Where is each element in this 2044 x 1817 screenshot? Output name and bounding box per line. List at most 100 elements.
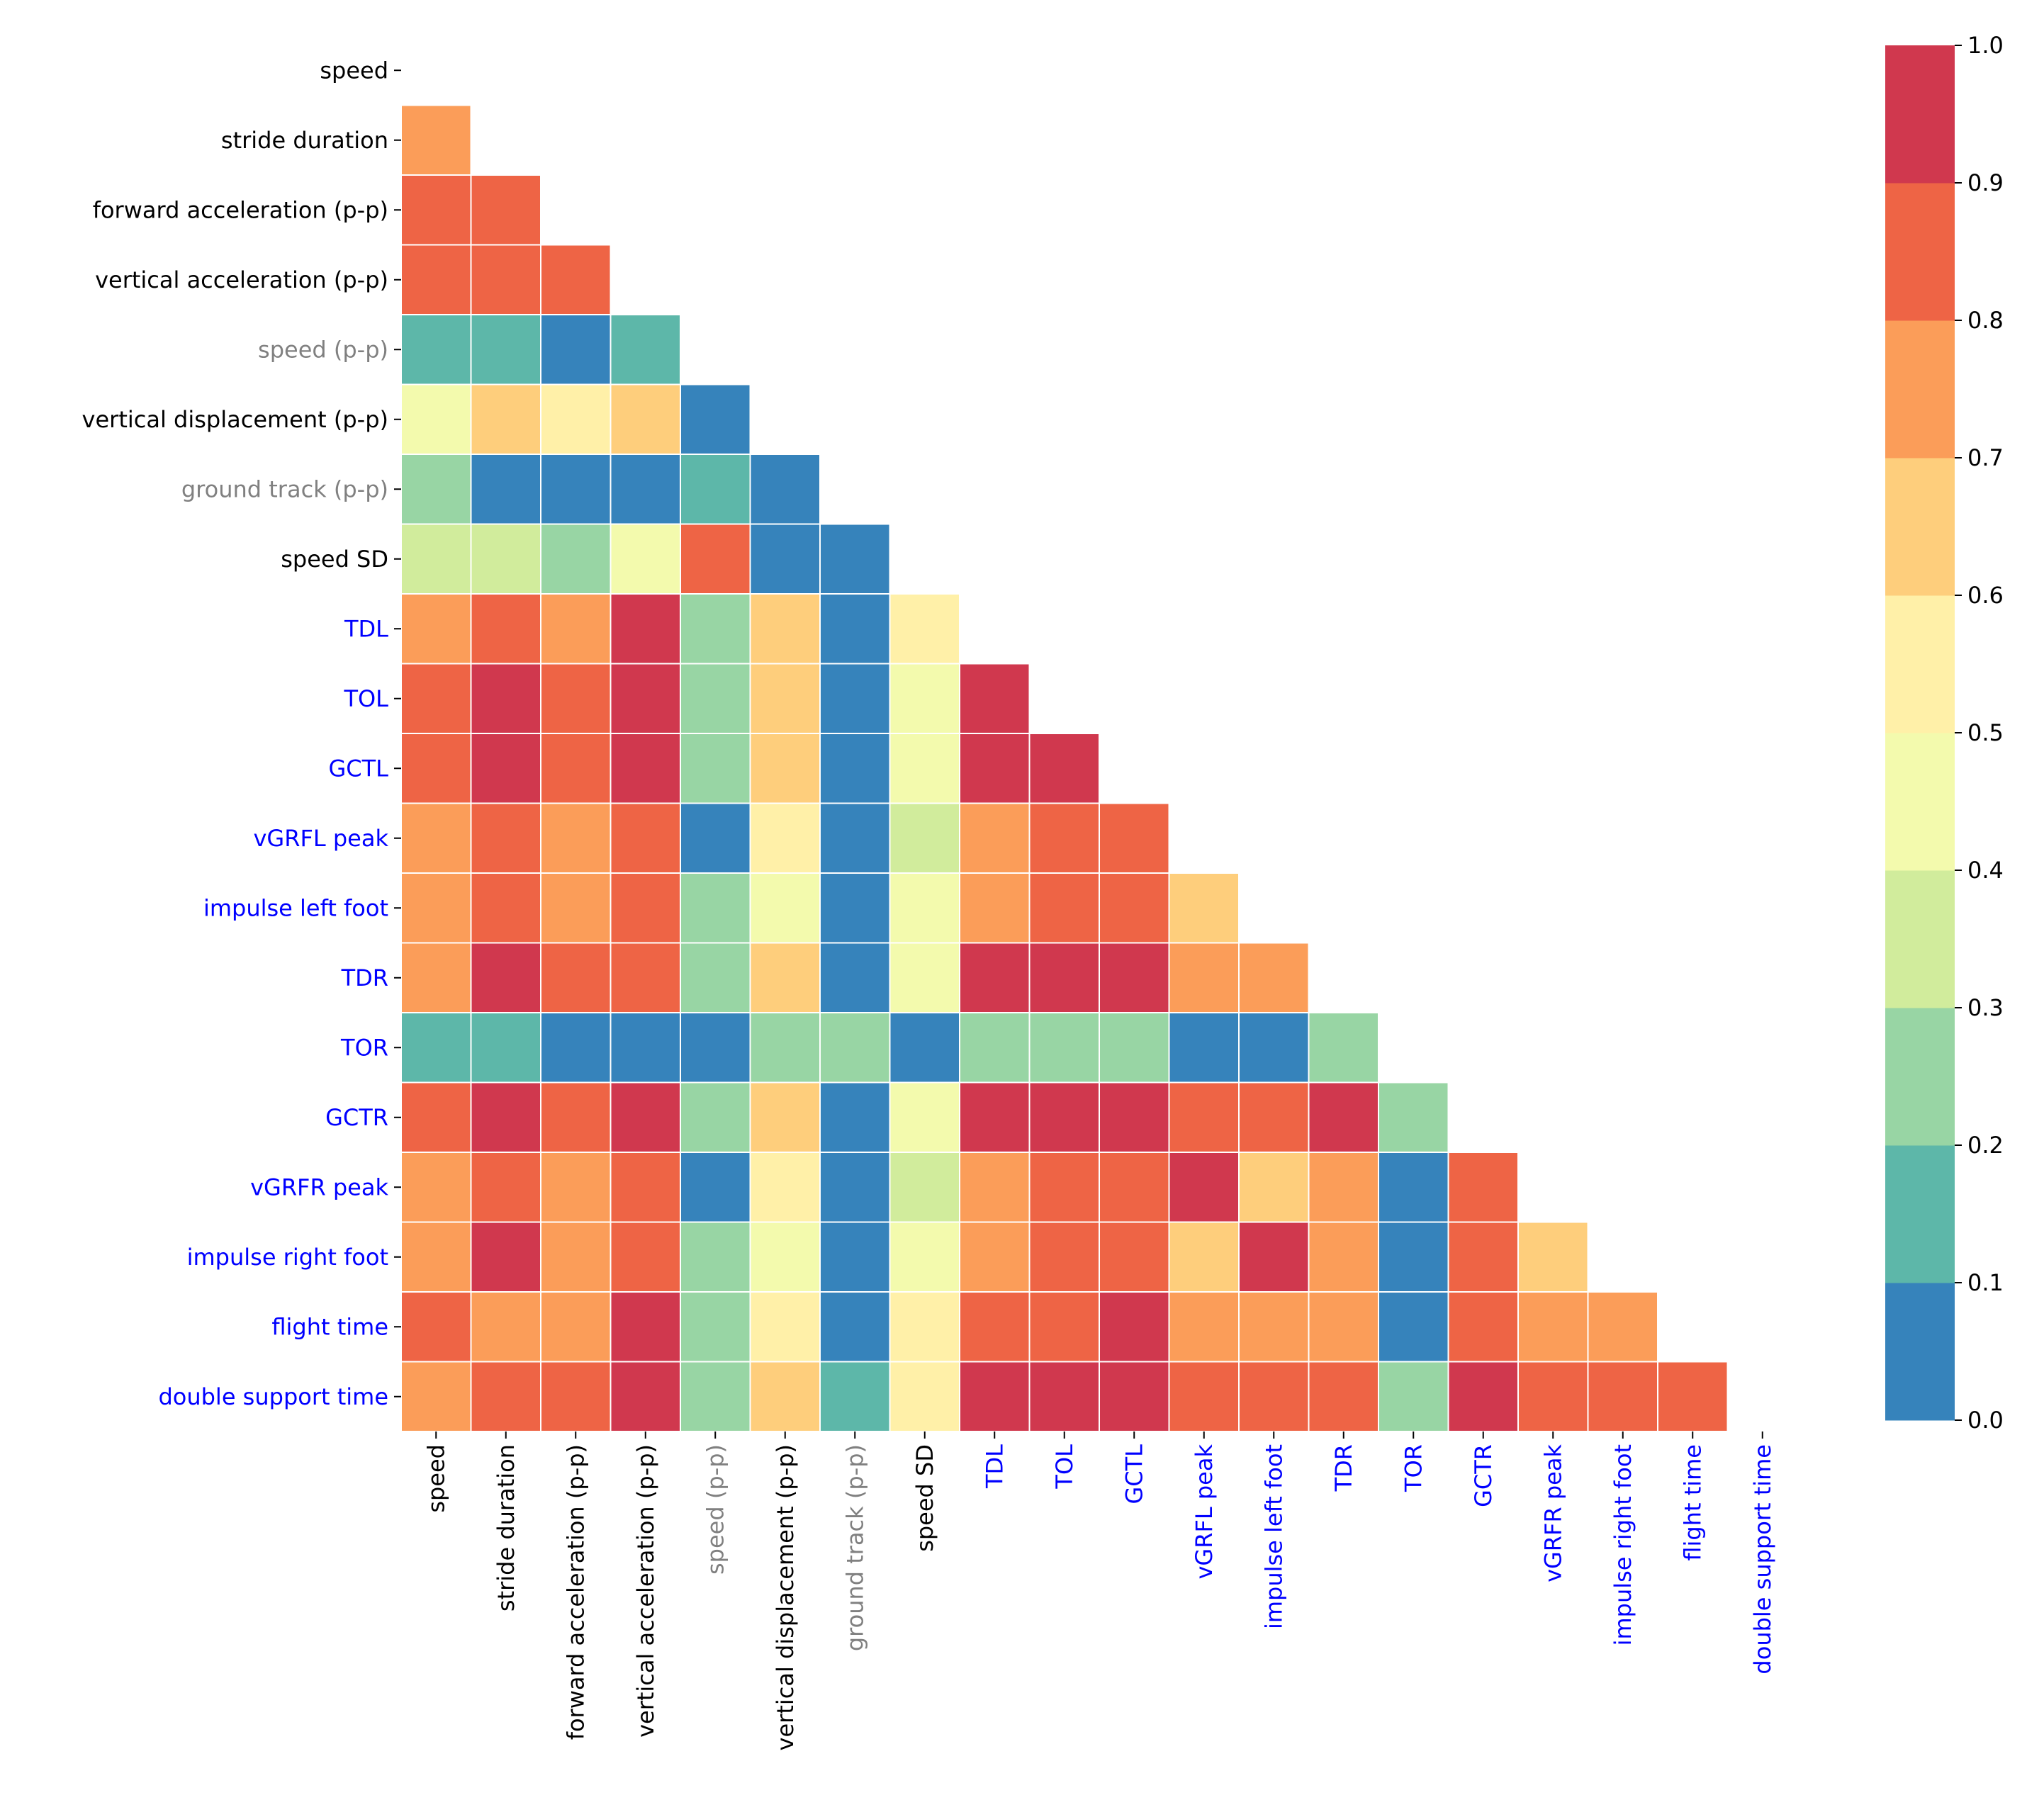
- heatmap-cell: [1028, 1012, 1100, 1084]
- heatmap-cell: [1099, 1081, 1170, 1153]
- heatmap-cell: [470, 1291, 541, 1363]
- heatmap-cell: [1028, 802, 1100, 874]
- colorbar-tick-label: 0.6: [1967, 582, 2004, 609]
- y-tick-label: vGRFL peak: [253, 825, 388, 852]
- heatmap-cell: [819, 523, 891, 595]
- colorbar-tick-label: 0.3: [1967, 994, 2004, 1021]
- heatmap-cell: [889, 593, 960, 665]
- heatmap-cell: [889, 1291, 960, 1363]
- heatmap-cell: [1238, 1012, 1310, 1084]
- y-axis-tick-labels: speed stride duration forward acceleration…: [82, 57, 401, 1410]
- heatmap-cell: [1308, 1221, 1379, 1293]
- heatmap-cell: [680, 593, 751, 665]
- heatmap-cell: [540, 314, 612, 386]
- x-tick-label: TDR: [1330, 1444, 1357, 1492]
- heatmap-cell: [1308, 1152, 1379, 1223]
- heatmap-cell: [400, 454, 472, 525]
- y-tick-label: vertical acceleration (p-p): [95, 266, 388, 293]
- heatmap-cell: [470, 383, 541, 455]
- heatmap-cell: [610, 733, 681, 804]
- heatmap-cell: [749, 663, 821, 734]
- x-tick-label: speed SD: [911, 1444, 938, 1552]
- heatmap-cell: [470, 523, 541, 595]
- heatmap-cell: [959, 1012, 1031, 1084]
- heatmap-cell: [1028, 733, 1100, 804]
- heatmap-cell: [400, 104, 472, 176]
- heatmap-cell: [470, 244, 541, 315]
- y-tick-label: ground track (p-p): [181, 476, 388, 502]
- heatmap-cell: [1099, 802, 1170, 874]
- heatmap-cell: [680, 733, 751, 804]
- heatmap-cell: [749, 1012, 821, 1084]
- heatmap-cell: [1657, 1361, 1729, 1432]
- colorbar-tick-label: 0.4: [1967, 857, 2004, 884]
- heatmap-cell: [1099, 1152, 1170, 1223]
- heatmap-cell: [400, 523, 472, 595]
- y-tick-label: GCTR: [325, 1104, 388, 1131]
- heatmap-cell: [400, 1361, 472, 1432]
- heatmap-cell: [889, 1361, 960, 1432]
- heatmap-cell: [959, 733, 1031, 804]
- heatmap-cell: [1099, 1361, 1170, 1432]
- heatmap-cell: [1238, 1221, 1310, 1293]
- heatmap-cell: [680, 942, 751, 1013]
- colorbar-tick-label: 0.8: [1967, 307, 2004, 334]
- heatmap-cell: [610, 1012, 681, 1084]
- colorbar-segment: [1885, 1283, 1955, 1421]
- heatmap-cell: [470, 314, 541, 386]
- heatmap-cell: [400, 314, 472, 386]
- x-tick-label: flight time: [1679, 1444, 1706, 1561]
- colorbar-segment: [1885, 870, 1955, 1008]
- heatmap-cell: [540, 383, 612, 455]
- heatmap-cell: [400, 383, 472, 455]
- heatmap-cell: [400, 1081, 472, 1153]
- heatmap-cell: [889, 733, 960, 804]
- heatmap-cell: [1028, 872, 1100, 944]
- heatmap-cell: [470, 593, 541, 665]
- heatmap-cell: [959, 663, 1031, 734]
- heatmap-cell: [1238, 1081, 1310, 1153]
- y-tick-label: speed (p-p): [258, 336, 388, 363]
- heatmap-cell: [749, 942, 821, 1013]
- heatmap-cell: [959, 872, 1031, 944]
- x-tick-label: TOL: [1051, 1444, 1078, 1490]
- heatmap-cell: [819, 1291, 891, 1363]
- y-tick-label: impulse left foot: [203, 894, 388, 921]
- heatmap-cell: [470, 454, 541, 525]
- heatmap-cell: [1168, 872, 1240, 944]
- colorbar-tick-label: 0.2: [1967, 1132, 2004, 1159]
- y-tick-label: flight time: [271, 1313, 388, 1340]
- y-tick-label: vGRFR peak: [250, 1174, 388, 1200]
- heatmap-cell: [819, 733, 891, 804]
- colorbar-tick-label: 0.9: [1967, 169, 2004, 196]
- heatmap-cell: [1308, 1291, 1379, 1363]
- heatmap-cell: [1028, 1291, 1100, 1363]
- colorbar-segment: [1885, 595, 1955, 733]
- heatmap-cell: [610, 383, 681, 455]
- heatmap-cell: [1517, 1221, 1589, 1293]
- heatmap-cell: [470, 942, 541, 1013]
- heatmap-cell: [1378, 1221, 1449, 1293]
- heatmap-cell: [959, 1291, 1031, 1363]
- y-tick-label: GCTL: [328, 755, 388, 782]
- heatmap-cell: [470, 174, 541, 246]
- heatmap-cell: [819, 872, 891, 944]
- heatmap-cell: [470, 1012, 541, 1084]
- heatmap-cell: [610, 872, 681, 944]
- heatmap-cell: [1447, 1291, 1519, 1363]
- heatmap-cell: [610, 942, 681, 1013]
- heatmap-cell: [680, 523, 751, 595]
- heatmap-cell: [400, 942, 472, 1013]
- heatmap-cell: [400, 733, 472, 804]
- heatmap-cell: [470, 663, 541, 734]
- heatmap-cell: [680, 1012, 751, 1084]
- heatmap-cell: [1099, 1291, 1170, 1363]
- heatmap-cell: [540, 454, 612, 525]
- heatmap-cell: [1099, 942, 1170, 1013]
- heatmap-cell: [610, 1361, 681, 1432]
- colorbar-tick-label: 0.1: [1967, 1269, 2004, 1296]
- heatmap-cell: [470, 1221, 541, 1293]
- heatmap-cell: [1378, 1152, 1449, 1223]
- heatmap-cell: [470, 1361, 541, 1432]
- heatmap-cell: [1587, 1361, 1658, 1432]
